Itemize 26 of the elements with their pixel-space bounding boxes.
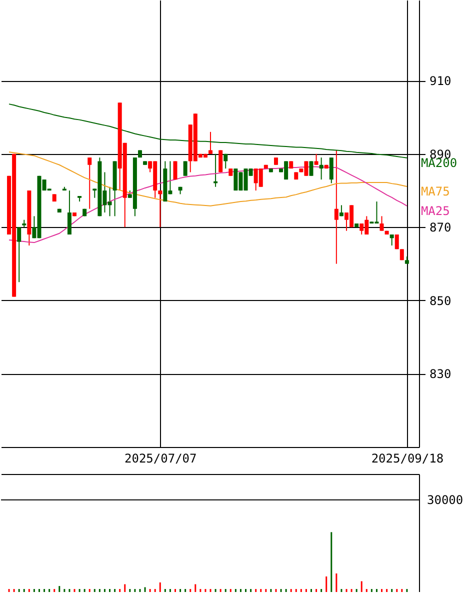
candlestick [208,131,213,154]
candlestick [183,160,188,176]
candlestick [334,150,338,264]
candlestick [173,160,178,180]
series-label: MA25 [420,204,450,218]
series-label: MA75 [420,184,450,198]
candlestick [218,150,223,173]
text: 30000 [427,492,464,507]
candlestick [17,226,22,283]
y-tick-label: 850 [430,294,452,308]
candlestick [309,160,314,176]
y-tick-label: 870 [430,220,452,235]
y-tick-label: 910 [430,74,452,88]
candlestick [380,216,384,232]
candlestick [314,153,318,166]
y-tick-label: 830 [430,367,452,382]
candlestick [158,190,162,228]
x-tick-label: 2025/09/18 [371,452,444,466]
candlestick [88,157,92,210]
x-tick-label: 2025/07/07 [124,452,197,466]
candlestick [319,157,324,180]
candlestick [224,153,228,170]
line-series [8,104,408,158]
candlestick [67,190,72,235]
line-series [8,152,408,206]
candlestick [329,157,334,184]
